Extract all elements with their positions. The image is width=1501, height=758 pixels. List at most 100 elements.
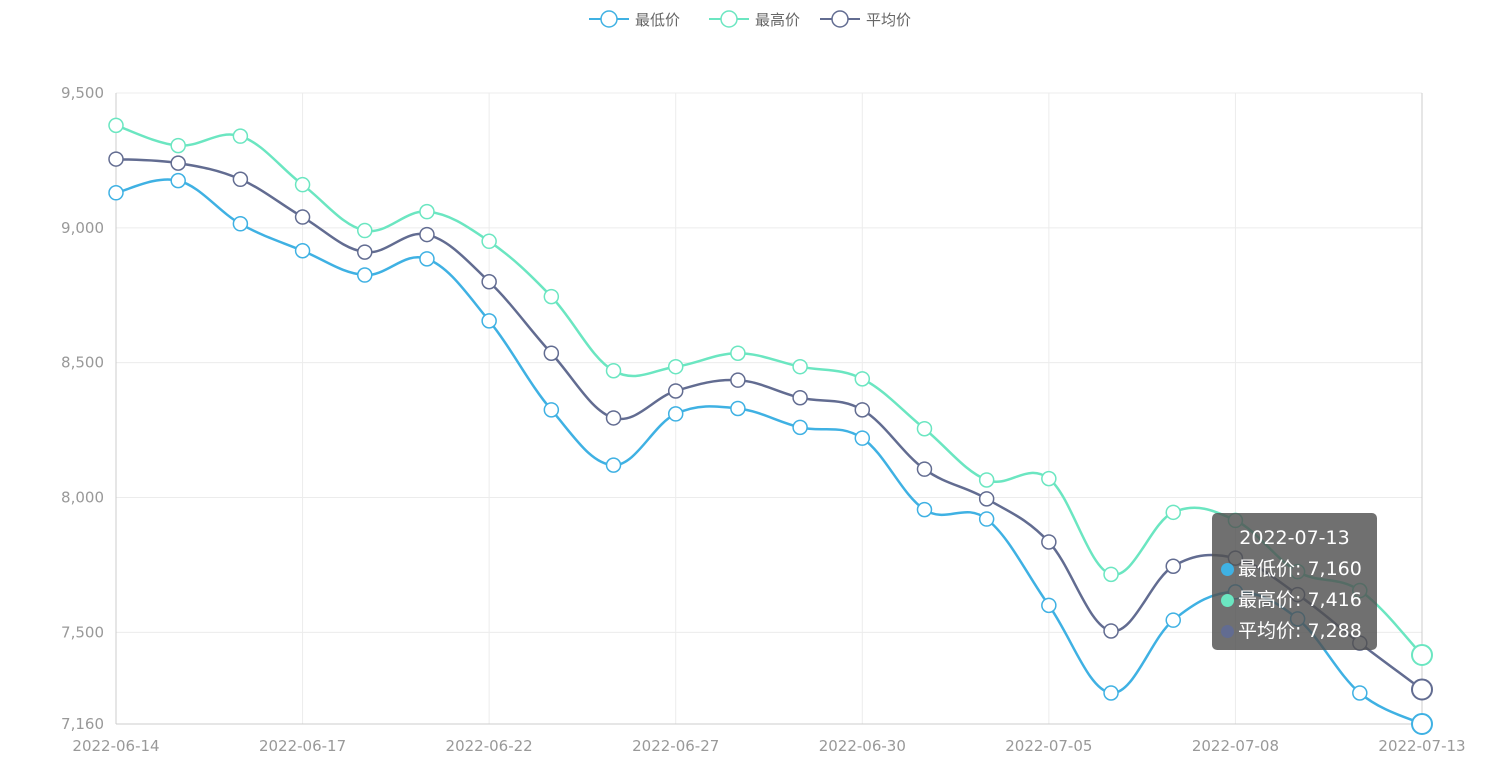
legend-item-max[interactable]: 最高价: [709, 10, 800, 29]
data-point-min[interactable]: [916, 501, 933, 518]
legend-marker-icon: [831, 10, 849, 28]
tooltip-row-avg: 平均价: 7,288: [1221, 616, 1377, 647]
data-point-min[interactable]: [481, 313, 497, 329]
data-point-avg[interactable]: [605, 410, 622, 426]
data-point-min[interactable]: [419, 251, 435, 267]
data-point-max[interactable]: [854, 371, 871, 387]
data-point-avg[interactable]: [1411, 678, 1433, 701]
x-tick-label: 2022-06-17: [259, 737, 346, 755]
data-point-max[interactable]: [1041, 470, 1057, 487]
data-point-avg[interactable]: [294, 209, 311, 225]
tooltip-label-avg: 平均价: 7,288: [1238, 620, 1362, 642]
data-point-min[interactable]: [1103, 685, 1119, 701]
data-point-max[interactable]: [170, 137, 186, 154]
tooltip: 2022-07-13 最低价: 7,160 最高价: 7,416 平均价: 7,…: [1212, 513, 1377, 650]
data-point-avg[interactable]: [170, 155, 186, 171]
data-point-max[interactable]: [1165, 504, 1181, 521]
data-point-max[interactable]: [543, 288, 560, 305]
data-point-avg[interactable]: [543, 345, 560, 361]
tooltip-dot-min: [1221, 563, 1234, 576]
data-point-avg[interactable]: [792, 389, 808, 406]
series-avg: [108, 151, 1433, 701]
legend-item-min[interactable]: 最低价: [589, 10, 680, 29]
tooltip-label-min: 最低价: 7,160: [1238, 558, 1362, 580]
data-point-max[interactable]: [605, 362, 622, 379]
data-point-min[interactable]: [170, 172, 186, 189]
data-point-min[interactable]: [1411, 713, 1433, 735]
legend-label: 最高价: [755, 11, 800, 29]
series-line-avg: [115, 157, 1423, 691]
data-point-min[interactable]: [357, 267, 373, 283]
data-point-avg[interactable]: [232, 171, 249, 188]
data-point-min[interactable]: [1165, 612, 1181, 628]
data-point-max[interactable]: [294, 176, 311, 193]
x-tick-label: 2022-06-27: [632, 737, 719, 755]
data-point-min[interactable]: [605, 457, 622, 473]
legend-label: 平均价: [866, 11, 911, 29]
series-max: [108, 117, 1433, 666]
data-point-avg[interactable]: [1041, 534, 1057, 550]
y-tick-label: 7,500: [61, 623, 104, 641]
series-line-min: [115, 178, 1423, 726]
data-point-max[interactable]: [232, 128, 249, 144]
data-point-max[interactable]: [357, 222, 373, 239]
data-point-max[interactable]: [978, 472, 995, 488]
data-point-avg[interactable]: [1103, 623, 1119, 639]
legend-marker-icon: [720, 10, 738, 28]
data-point-max[interactable]: [1103, 566, 1119, 583]
tooltip-row-max: 最高价: 7,416: [1221, 585, 1377, 616]
data-point-min[interactable]: [792, 419, 808, 436]
data-point-max[interactable]: [667, 358, 684, 375]
tooltip-row-min: 最低价: 7,160: [1221, 554, 1377, 585]
data-point-avg[interactable]: [108, 151, 124, 167]
data-point-max[interactable]: [481, 233, 497, 250]
legend-marker-icon: [600, 10, 618, 28]
x-tick-label: 2022-07-05: [1005, 737, 1092, 755]
data-point-max[interactable]: [108, 117, 124, 134]
y-tick-label: 8,000: [61, 488, 104, 506]
data-point-avg[interactable]: [978, 491, 995, 507]
data-point-avg[interactable]: [419, 226, 435, 243]
x-tick-label: 2022-06-14: [72, 737, 159, 755]
grid: [116, 92, 1422, 724]
data-point-avg[interactable]: [854, 402, 871, 418]
data-point-avg[interactable]: [357, 244, 373, 260]
data-point-avg[interactable]: [667, 383, 684, 399]
y-tick-label: 7,160: [61, 715, 104, 733]
legend-label: 最低价: [635, 11, 680, 29]
legend-item-avg[interactable]: 平均价: [820, 10, 911, 29]
data-point-min[interactable]: [854, 430, 871, 446]
series-lines: [108, 117, 1433, 735]
y-tick-label: 9,500: [61, 84, 104, 102]
y-tick-label: 9,000: [61, 219, 104, 237]
x-tick-label: 2022-07-13: [1378, 737, 1465, 755]
data-point-max[interactable]: [916, 420, 933, 437]
data-point-max[interactable]: [419, 203, 435, 220]
data-point-avg[interactable]: [1165, 558, 1181, 574]
y-tick-label: 8,500: [61, 354, 104, 372]
data-point-min[interactable]: [730, 400, 746, 417]
tooltip-dot-avg: [1221, 625, 1234, 638]
tooltip-dot-max: [1221, 594, 1234, 607]
data-point-min[interactable]: [108, 185, 124, 201]
data-point-avg[interactable]: [916, 461, 933, 477]
data-point-min[interactable]: [232, 216, 249, 232]
x-tick-label: 2022-07-08: [1192, 737, 1279, 755]
tooltip-label-max: 最高价: 7,416: [1238, 589, 1362, 611]
data-point-min[interactable]: [667, 406, 684, 422]
data-point-min[interactable]: [1041, 597, 1057, 614]
series-line-max: [115, 124, 1423, 656]
data-point-min[interactable]: [294, 243, 311, 259]
tooltip-title: 2022-07-13: [1239, 527, 1350, 549]
data-point-min[interactable]: [978, 511, 995, 527]
data-point-min[interactable]: [1352, 685, 1368, 701]
data-point-avg[interactable]: [481, 274, 497, 290]
data-point-max[interactable]: [1411, 643, 1433, 666]
data-point-min[interactable]: [543, 402, 560, 418]
series-min: [108, 172, 1433, 735]
data-point-max[interactable]: [730, 345, 746, 361]
data-point-max[interactable]: [792, 358, 808, 375]
data-point-avg[interactable]: [730, 372, 746, 388]
legend[interactable]: 最低价 最高价 平均价: [589, 10, 911, 29]
